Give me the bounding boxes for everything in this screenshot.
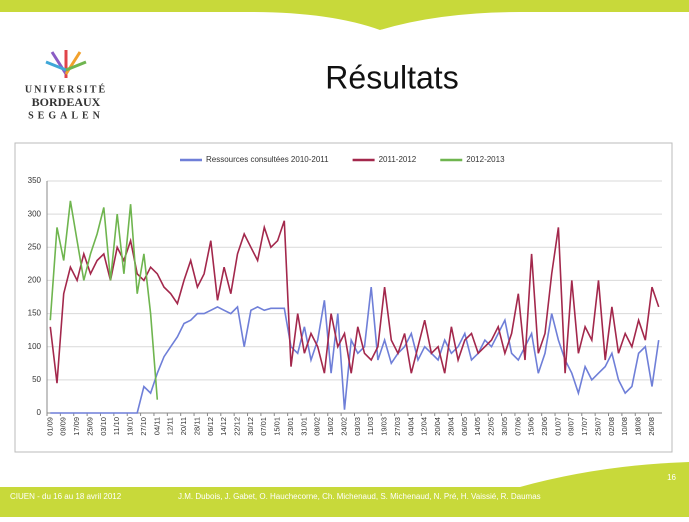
logo-text: UNIVERSITÉ	[25, 83, 107, 95]
top-band	[0, 0, 689, 30]
x-tick-label: 16/02	[326, 417, 335, 436]
x-tick-label: 19/03	[380, 417, 389, 436]
x-tick-label: 27/03	[393, 417, 402, 436]
y-tick-label: 200	[28, 276, 42, 285]
x-tick-label: 20/11	[179, 417, 188, 435]
series-line	[49, 220, 660, 384]
x-tick-label: 28/04	[446, 417, 455, 436]
x-tick-label: 17/09	[72, 417, 81, 436]
series-line	[49, 200, 159, 400]
x-tick-label: 03/10	[99, 417, 108, 436]
x-tick-label: 30/05	[500, 417, 509, 436]
bottom-band	[0, 487, 689, 517]
x-tick-label: 15/06	[527, 417, 536, 436]
x-tick-label: 20/04	[433, 417, 442, 436]
x-tick-label: 26/08	[647, 417, 656, 436]
x-tick-label: 02/08	[607, 417, 616, 436]
slide-title: Résultats	[325, 59, 458, 95]
y-tick-label: 250	[28, 242, 42, 251]
legend-label: 2011-2012	[379, 155, 417, 164]
x-tick-label: 30/12	[246, 417, 255, 436]
x-tick-label: 01/07	[553, 417, 562, 436]
x-tick-label: 09/09	[59, 417, 68, 436]
footer-event: CIUEN - du 16 au 18 avril 2012	[10, 492, 122, 501]
x-tick-label: 27/10	[139, 417, 148, 436]
x-tick-label: 18/08	[634, 417, 643, 436]
y-tick-label: 150	[28, 309, 42, 318]
x-tick-label: 22/12	[233, 417, 242, 436]
x-tick-label: 11/03	[366, 417, 375, 435]
x-tick-label: 19/10	[126, 417, 135, 436]
x-tick-label: 14/12	[219, 417, 228, 436]
x-tick-label: 04/11	[152, 417, 161, 435]
x-tick-label: 14/05	[473, 417, 482, 436]
y-tick-label: 100	[28, 342, 42, 351]
page-number: 16	[667, 473, 676, 482]
legend-label: Ressources consultées 2010-2011	[206, 155, 329, 164]
logo-mark	[45, 50, 87, 78]
legend-label: 2012-2013	[466, 155, 505, 164]
x-tick-label: 12/04	[420, 417, 429, 436]
x-tick-label: 23/01	[286, 417, 295, 436]
x-tick-label: 23/06	[540, 417, 549, 436]
x-tick-label: 11/10	[112, 417, 121, 435]
x-tick-label: 09/07	[567, 417, 576, 436]
x-tick-label: 24/02	[339, 417, 348, 436]
y-tick-label: 50	[32, 375, 41, 384]
bottom-curve	[520, 462, 689, 487]
x-tick-label: 15/01	[273, 417, 282, 436]
x-tick-label: 22/05	[487, 417, 496, 436]
logo-text: SEGALEN	[28, 110, 104, 121]
y-tick-label: 350	[28, 176, 42, 185]
x-tick-label: 31/01	[299, 417, 308, 436]
x-tick-label: 07/01	[259, 417, 268, 436]
footer-authors: J.M. Dubois, J. Gabet, O. Hauchecorne, C…	[178, 492, 541, 501]
x-tick-label: 04/04	[406, 417, 415, 436]
x-tick-label: 12/11	[166, 417, 175, 435]
y-tick-label: 0	[37, 408, 42, 417]
logo-text: BORDEAUX	[32, 95, 101, 109]
x-tick-label: 07/06	[513, 417, 522, 436]
x-tick-label: 10/08	[620, 417, 629, 436]
x-tick-label: 28/11	[192, 417, 201, 435]
x-tick-label: 25/09	[85, 417, 94, 436]
x-tick-label: 03/03	[353, 417, 362, 436]
y-tick-label: 300	[28, 209, 42, 218]
x-tick-label: 06/12	[206, 417, 215, 436]
x-tick-label: 08/02	[313, 417, 322, 436]
x-tick-label: 06/05	[460, 417, 469, 436]
x-tick-label: 17/07	[580, 417, 589, 436]
x-tick-label: 01/09	[45, 417, 54, 436]
x-tick-label: 25/07	[593, 417, 602, 436]
